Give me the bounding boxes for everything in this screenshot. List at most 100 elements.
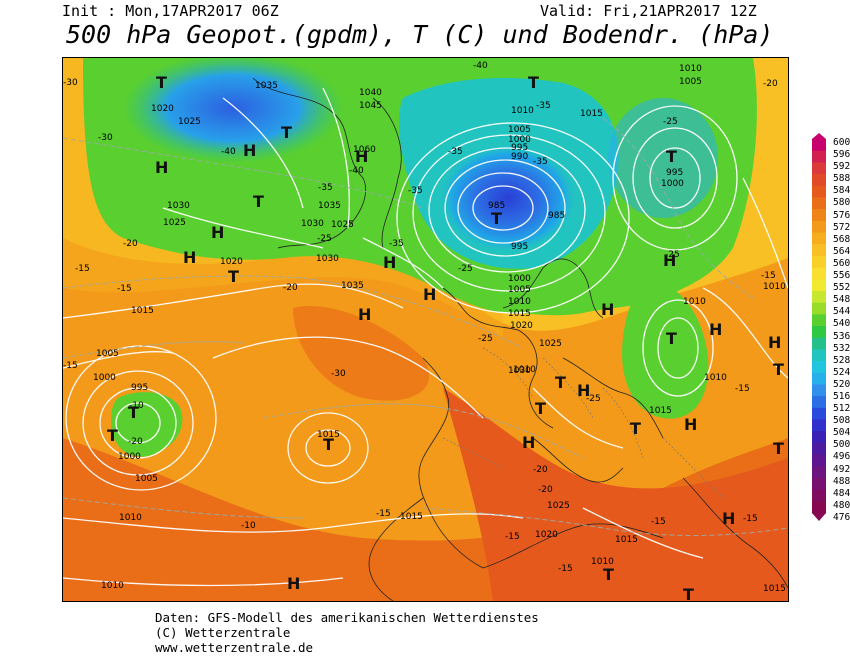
isotherm-label: -15	[761, 271, 776, 281]
isobar-label: 1010	[704, 373, 727, 383]
low-marker: T	[491, 209, 502, 228]
isobar-label: 995	[131, 383, 148, 393]
isobar-label: 1025	[163, 218, 186, 228]
isotherm-label: -25	[458, 264, 473, 274]
legend-value: 592	[833, 161, 850, 173]
low-marker: T	[603, 565, 614, 584]
legend-swatch	[812, 209, 826, 222]
isobar-label: 1030	[508, 366, 531, 376]
legend-swatch	[812, 255, 826, 269]
legend-swatch	[812, 220, 826, 233]
isobar-label: 1010	[591, 557, 614, 567]
isotherm-label: -30	[331, 369, 346, 379]
legend-swatch	[812, 279, 826, 292]
low-marker: T	[253, 192, 264, 211]
website-link[interactable]: www.wetterzentrale.de	[155, 640, 314, 655]
high-marker: H	[287, 574, 300, 593]
isotherm-label: -25	[478, 334, 493, 344]
low-marker: T	[156, 73, 167, 92]
isobar-label: 1010	[508, 297, 531, 307]
footer: Daten: GFS-Modell des amerikanischen Wet…	[155, 610, 539, 655]
isobar-label: 1010	[101, 581, 124, 591]
legend-swatch	[812, 232, 826, 245]
legend-swatch	[812, 314, 826, 327]
low-marker: T	[323, 435, 334, 454]
isotherm-label: -20	[128, 437, 143, 447]
isobar-label: 985	[548, 211, 565, 221]
legend-value: 480	[833, 499, 850, 511]
isobar-label: 1025	[547, 501, 570, 511]
legend-swatch	[812, 326, 826, 339]
legend-swatch	[812, 349, 826, 362]
green-cutoff-east	[622, 278, 709, 419]
isobar-label: 995	[511, 143, 528, 153]
legend-value: 560	[833, 257, 850, 269]
isobar-label: 1015	[508, 309, 531, 319]
legend-swatch	[812, 454, 826, 467]
isobars	[63, 87, 788, 587]
isobar-label: 1020	[220, 257, 243, 267]
isotherm-label: -10	[129, 401, 144, 411]
low-marker: T	[281, 123, 292, 142]
legend-swatch	[812, 185, 826, 198]
isobar-label: 1045	[359, 101, 382, 111]
legend-swatch	[812, 267, 826, 280]
legend-value: 488	[833, 475, 850, 487]
legend-value: 600	[833, 137, 850, 148]
isobar-label: 1020	[151, 104, 174, 114]
high-marker: H	[355, 147, 368, 166]
isobar-label: 1030	[167, 201, 190, 211]
high-marker: H	[155, 158, 168, 177]
isobar-label: 1035	[341, 281, 364, 291]
isotherm-label: -20	[763, 79, 778, 89]
isobar-label: 1020	[535, 530, 558, 540]
high-marker: H	[522, 433, 535, 452]
isobar-label: 985	[488, 201, 505, 211]
legend-value: 576	[833, 209, 850, 221]
high-marker: H	[601, 300, 614, 319]
legend-top-arrow	[812, 133, 826, 139]
isobar-label: 1010	[119, 513, 142, 523]
isotherm-label: -25	[317, 234, 332, 244]
legend-swatch	[812, 361, 826, 374]
isobar-label: 1015	[649, 406, 672, 416]
isobar-label: 1040	[359, 88, 382, 98]
isotherm-label: -15	[743, 514, 758, 524]
legend-swatch	[812, 489, 826, 502]
isobar-label: 1000	[661, 179, 684, 189]
color-scale-labels: 600 596 592 588 584 580 576 572 568 564 560 556 552 5…	[833, 137, 850, 524]
isotherm-label: -25	[665, 250, 680, 260]
low-marker: T	[773, 360, 784, 379]
legend-value: 504	[833, 427, 850, 439]
isobar-label: 1000	[508, 135, 531, 145]
legend-value: 476	[833, 511, 850, 523]
high-marker: H	[768, 333, 781, 352]
cold-pool-east	[608, 98, 718, 218]
isobar-label: 1010	[683, 297, 706, 307]
low-marker: T	[535, 399, 546, 418]
isotherm-label: -15	[75, 264, 90, 274]
low-marker: T	[555, 373, 566, 392]
high-marker: H	[663, 251, 676, 270]
legend-value: 524	[833, 366, 850, 378]
legend-swatch	[812, 139, 826, 152]
isotherms	[63, 117, 788, 536]
isobar-label: 990	[511, 152, 528, 162]
isobar-label: 1015	[131, 306, 154, 316]
copyright-line: (C) Wetterzentrale	[155, 625, 291, 640]
chart-title: 500 hPa Geopot.(gpdm), T (C) und Bodendr…	[66, 20, 774, 49]
weather-map[interactable]: 1020 1025 1030 1025 1035 1040 1045 1060 …	[62, 57, 789, 602]
pressure-centers: T H H T H T H T H T T T H T H T T T H T …	[107, 73, 784, 601]
legend-swatch	[812, 244, 826, 257]
legend-swatch	[812, 337, 826, 350]
isotherm-label: -35	[318, 183, 333, 193]
isobar-label: 1010	[679, 64, 702, 74]
isobar-label: 1015	[763, 584, 786, 594]
low-marker: T	[666, 329, 677, 348]
legend-value: 584	[833, 185, 850, 197]
legend-swatch	[812, 162, 826, 175]
low-marker: T	[773, 439, 784, 458]
legend-value: 516	[833, 390, 850, 402]
legend-value: 564	[833, 245, 850, 257]
legend-bottom-arrow	[812, 513, 826, 521]
